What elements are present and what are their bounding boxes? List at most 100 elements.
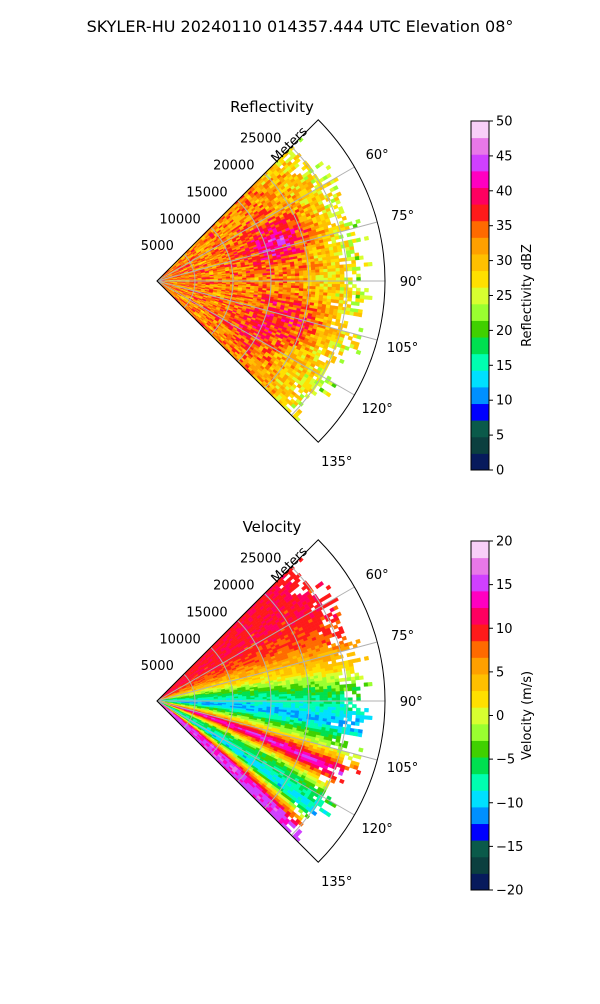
- data-cell: [356, 295, 360, 299]
- colorbar-swatch: [471, 171, 489, 188]
- data-cell: [312, 284, 316, 287]
- data-cell: [320, 272, 324, 275]
- data-cell: [315, 289, 319, 292]
- data-cell: [279, 274, 283, 276]
- colorbar-swatch: [471, 354, 489, 371]
- data-cell: [336, 287, 340, 290]
- data-cell: [332, 275, 336, 278]
- data-cell: [332, 287, 336, 290]
- colorbar-tick-label: 45: [496, 149, 513, 164]
- data-cell: [339, 359, 344, 364]
- data-cell: [356, 350, 361, 355]
- colorbar-tick-label: 5: [496, 429, 504, 444]
- data-cell: [343, 301, 347, 305]
- data-field: [157, 137, 372, 422]
- data-cell: [340, 268, 344, 272]
- angle-tick-label: 135°: [321, 455, 352, 470]
- data-cell: [327, 266, 331, 269]
- data-cell: [328, 287, 332, 290]
- reflectivity-panel: Reflectivity500010000150002000025000Mete…: [141, 98, 535, 479]
- data-cell: [356, 274, 360, 278]
- data-cell: [351, 232, 356, 236]
- data-cell: [291, 276, 295, 279]
- data-cell: [315, 267, 319, 270]
- data-cell: [340, 271, 344, 274]
- data-cell: [331, 262, 335, 265]
- data-cell: [368, 262, 372, 266]
- angle-tick-label: 75°: [391, 209, 414, 224]
- data-cell: [307, 286, 311, 289]
- data-cell: [340, 284, 344, 287]
- data-cell: [348, 281, 352, 284]
- panel-title: Velocity: [243, 518, 302, 536]
- data-cell: [308, 284, 312, 287]
- data-cell: [304, 276, 308, 279]
- data-cell: [324, 290, 328, 293]
- data-cell: [299, 271, 303, 274]
- data-cell: [364, 296, 368, 300]
- data-cell: [291, 274, 295, 277]
- data-field: [157, 557, 372, 842]
- data-cell: [271, 277, 275, 279]
- colorbar-tick-label: 0: [496, 464, 504, 479]
- data-cell: [344, 294, 348, 298]
- colorbar-tick-label: 50: [496, 115, 513, 130]
- colorbar-swatch: [471, 404, 489, 421]
- data-cell: [295, 269, 299, 272]
- data-cell: [316, 275, 320, 278]
- angle-tick-label: 120°: [361, 402, 392, 417]
- data-cell: [364, 236, 369, 241]
- angle-tick-label: 60°: [366, 148, 389, 163]
- data-cell: [344, 284, 348, 287]
- data-cell: [358, 313, 363, 317]
- data-cell: [263, 275, 267, 277]
- data-cell: [336, 284, 340, 287]
- data-cell: [319, 267, 323, 270]
- data-cell: [364, 288, 368, 292]
- data-cell: [347, 257, 352, 261]
- colorbar-swatch: [471, 154, 489, 171]
- colorbar-tick-label: 40: [496, 184, 513, 199]
- data-cell: [352, 284, 356, 288]
- colorbar-swatch: [471, 271, 489, 288]
- data-cell: [299, 284, 303, 287]
- colorbar-tick-label: 10: [496, 394, 513, 409]
- data-cell: [326, 585, 331, 590]
- colorbar-swatch: [471, 304, 489, 321]
- data-cell: [234, 278, 238, 279]
- colorbar-tick-label: 25: [496, 289, 513, 304]
- data-cell: [364, 263, 368, 267]
- data-cell: [304, 284, 308, 287]
- data-cell: [267, 277, 271, 279]
- data-cell: [344, 264, 348, 268]
- data-cell: [352, 267, 356, 271]
- data-cell: [351, 301, 355, 305]
- colorbar-tick-label: 35: [496, 219, 513, 234]
- data-cell: [340, 265, 344, 269]
- data-cell: [328, 272, 332, 275]
- colorbar-swatch: [471, 320, 489, 337]
- data-cell: [311, 270, 315, 273]
- data-cell: [345, 311, 350, 315]
- panel-title: Reflectivity: [230, 98, 314, 116]
- data-cell: [287, 286, 291, 289]
- data-cell: [328, 269, 332, 272]
- data-cell: [331, 265, 335, 268]
- data-cell: [331, 299, 335, 303]
- colorbar-tick-label: 15: [496, 359, 513, 374]
- data-cell: [312, 273, 316, 276]
- data-cell: [340, 287, 344, 290]
- data-cell: [326, 165, 331, 170]
- data-cell: [340, 291, 344, 295]
- figure-title: SKYLER-HU 20240110 014357.444 UTC Elevat…: [87, 17, 514, 36]
- colorbar-swatch: [471, 237, 489, 254]
- colorbar-swatch: [471, 453, 489, 470]
- data-cell: [303, 273, 307, 276]
- data-cell: [319, 264, 323, 267]
- colorbar-swatch: [471, 437, 489, 454]
- data-cell: [344, 288, 348, 292]
- radial-tick-label: 10000: [159, 212, 200, 227]
- data-cell: [328, 275, 332, 278]
- data-cell: [350, 250, 355, 254]
